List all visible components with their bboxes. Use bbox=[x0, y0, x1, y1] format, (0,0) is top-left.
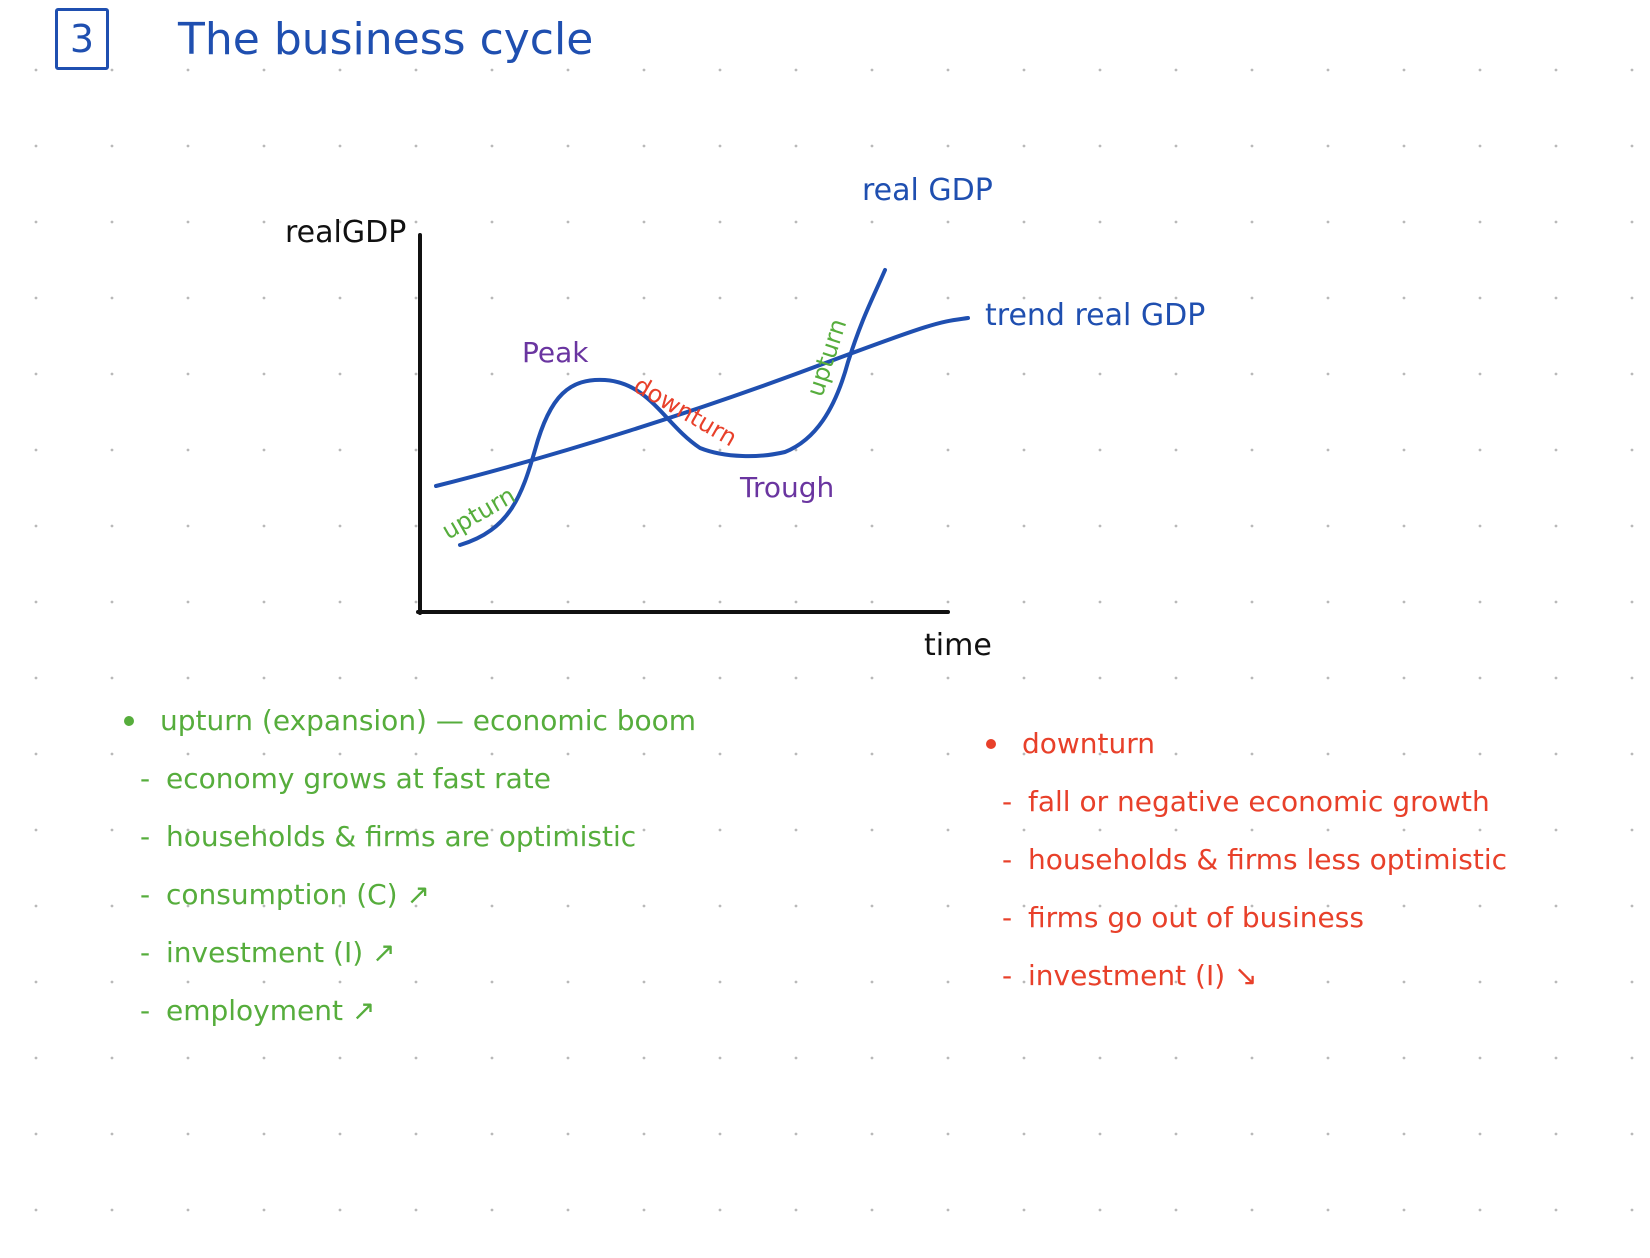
list-item: investment (I) ↘ bbox=[980, 947, 1507, 1005]
page-title: The business cycle bbox=[178, 14, 594, 65]
downturn-notes: downturn fall or negative economic growt… bbox=[980, 715, 1507, 1005]
list-item: households & firms are optimistic bbox=[118, 808, 696, 866]
list-item: consumption (C) ↗ bbox=[118, 866, 696, 924]
y-axis-label: realGDP bbox=[285, 215, 406, 250]
downturn-notes-heading: downturn bbox=[980, 715, 1507, 773]
business-cycle-diagram: realGDP time real GDP trend real GDP Pea… bbox=[285, 173, 1205, 663]
section-number-box: 3 bbox=[55, 8, 109, 70]
x-axis-label: time bbox=[924, 628, 992, 663]
list-item: households & firms less optimistic bbox=[980, 831, 1507, 889]
peak-label: Peak bbox=[522, 336, 589, 369]
trend-real-gdp-line bbox=[434, 316, 970, 488]
list-item: firms go out of business bbox=[980, 889, 1507, 947]
list-item: investment (I) ↗ bbox=[118, 924, 696, 982]
real-gdp-curve bbox=[458, 268, 887, 547]
trough-label: Trough bbox=[739, 471, 834, 504]
list-item: employment ↗ bbox=[118, 982, 696, 1040]
list-item: fall or negative economic growth bbox=[980, 773, 1507, 831]
downturn-label: downturn bbox=[629, 371, 742, 452]
upturn-notes: upturn (expansion) — economic boom econo… bbox=[118, 692, 696, 1040]
upturn-notes-heading: upturn (expansion) — economic boom bbox=[118, 692, 696, 750]
list-item: economy grows at fast rate bbox=[118, 750, 696, 808]
real-gdp-curve-label: real GDP bbox=[862, 173, 993, 208]
trend-line-label: trend real GDP bbox=[985, 298, 1205, 333]
